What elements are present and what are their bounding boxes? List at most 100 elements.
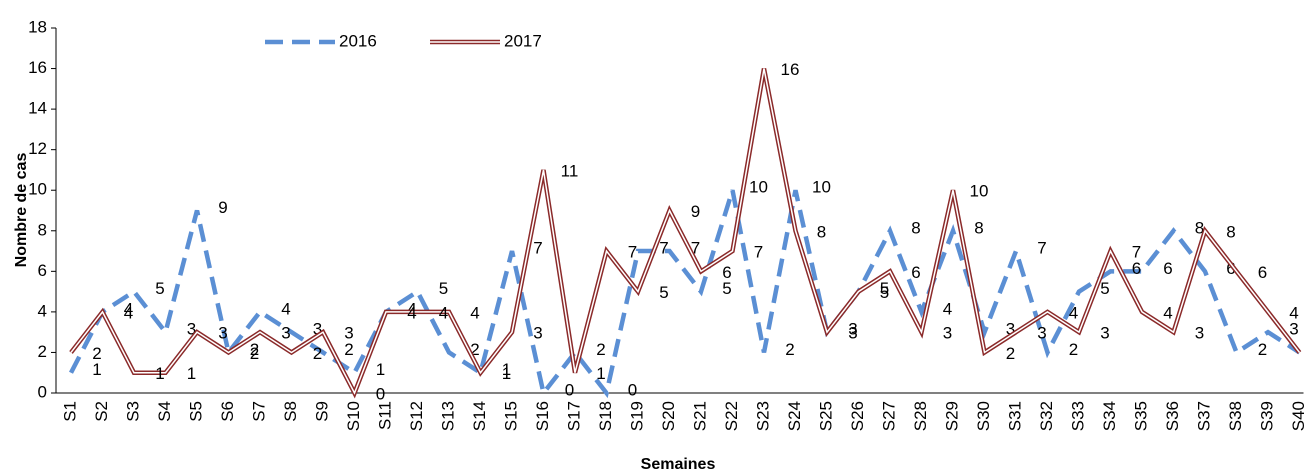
y-tick-label: 0 — [38, 382, 47, 401]
x-tick-label: S29 — [942, 401, 961, 431]
data-label: 4 — [1163, 303, 1172, 322]
x-tick-label: S39 — [1257, 401, 1276, 431]
x-tick-label: S27 — [879, 401, 898, 431]
data-label: 4 — [470, 303, 479, 322]
x-tick-label: S24 — [785, 401, 804, 431]
y-tick-label: 10 — [28, 180, 47, 199]
data-label: 3 — [1195, 324, 1204, 343]
x-tick-label: S21 — [690, 401, 709, 431]
data-label: 1 — [502, 360, 511, 379]
series-line-inner — [70, 68, 1301, 395]
data-label: 2 — [596, 340, 605, 359]
x-tick-label: S11 — [375, 401, 394, 430]
data-label: 1 — [92, 360, 101, 379]
x-tick-label: S9 — [312, 401, 331, 422]
series-line — [69, 189, 1301, 399]
data-label: 3 — [1100, 324, 1109, 343]
x-tick-label: S30 — [974, 401, 993, 431]
data-label: 1 — [596, 364, 605, 383]
data-label: 3 — [1006, 320, 1015, 339]
data-label: 7 — [628, 243, 637, 262]
data-label: 6 — [1163, 259, 1172, 278]
data-label: 1 — [155, 364, 164, 383]
data-label: 1 — [502, 364, 511, 383]
data-label: 4 — [439, 303, 448, 322]
data-label: 2 — [344, 340, 353, 359]
y-tick-label: 2 — [38, 342, 47, 361]
data-label: 2 — [1258, 340, 1267, 359]
data-label: 4 — [1069, 303, 1078, 322]
data-label: 8 — [1195, 218, 1204, 237]
x-tick-label: S40 — [1289, 401, 1306, 431]
x-tick-label: S31 — [1005, 401, 1024, 431]
x-tick-label: S13 — [438, 401, 457, 431]
data-label: 4 — [124, 303, 133, 322]
data-label: 10 — [970, 182, 989, 201]
x-tick-label: S7 — [249, 401, 268, 422]
data-label: 8 — [911, 218, 920, 237]
data-label: 2 — [250, 344, 259, 363]
data-label: 2 — [250, 340, 259, 359]
x-tick-label: S23 — [753, 401, 772, 431]
y-tick-label: 12 — [28, 139, 47, 158]
x-tick-label: S15 — [501, 401, 520, 431]
x-tick-label: S34 — [1100, 401, 1119, 431]
data-label: 3 — [848, 320, 857, 339]
data-label: 10 — [749, 178, 768, 197]
data-label: 1 — [376, 360, 385, 379]
x-tick-label: S32 — [1037, 401, 1056, 431]
data-label: 4 — [407, 303, 416, 322]
data-label: 4 — [943, 299, 952, 318]
data-label: 6 — [722, 263, 731, 282]
data-label: 3 — [313, 320, 322, 339]
data-label: 5 — [439, 279, 448, 298]
data-label: 10 — [812, 178, 831, 197]
x-tick-label: S8 — [281, 401, 300, 422]
data-label: 0 — [628, 380, 637, 399]
data-label: 11 — [561, 161, 579, 180]
y-tick-label: 4 — [38, 301, 47, 320]
data-label: 9 — [691, 202, 700, 221]
data-label: 4 — [1289, 303, 1298, 322]
data-label: 7 — [533, 239, 542, 258]
data-label: 3 — [187, 320, 196, 339]
y-tick-label: 14 — [28, 99, 47, 118]
data-label: 0 — [376, 384, 385, 403]
x-tick-label: S19 — [627, 401, 646, 431]
data-label: 3 — [1289, 320, 1298, 339]
x-tick-label: S10 — [344, 401, 363, 431]
data-label: 6 — [1258, 263, 1267, 282]
x-tick-label: S33 — [1068, 401, 1087, 431]
data-label: 3 — [1037, 324, 1046, 343]
x-tick-label: S17 — [564, 401, 583, 431]
data-label: 5 — [722, 279, 731, 298]
x-axis-title: Semaines — [641, 456, 716, 473]
data-label: 6 — [1226, 259, 1235, 278]
data-label: 4 — [124, 299, 133, 318]
x-tick-label: S16 — [533, 401, 552, 431]
data-label: 5 — [880, 283, 889, 302]
data-label: 3 — [344, 324, 353, 343]
x-tick-label: S4 — [155, 401, 174, 422]
data-label: 0 — [565, 380, 574, 399]
x-tick-label: S36 — [1163, 401, 1182, 431]
data-label: 8 — [974, 218, 983, 237]
data-label: 5 — [1100, 279, 1109, 298]
y-tick-label: 6 — [38, 261, 47, 280]
data-label: 2 — [1006, 344, 1015, 363]
y-tick-label: 8 — [38, 220, 47, 239]
data-label: 6 — [1132, 259, 1141, 278]
data-label: 5 — [155, 279, 164, 298]
x-tick-label: S5 — [186, 401, 205, 422]
x-tick-label: S38 — [1226, 401, 1245, 431]
data-label: 16 — [781, 60, 800, 79]
legend-label: 2016 — [339, 31, 377, 50]
data-label: 7 — [691, 239, 700, 258]
legend-label: 2017 — [504, 31, 542, 50]
data-label: 3 — [533, 324, 542, 343]
data-label: 7 — [659, 239, 668, 258]
data-label: 2 — [1069, 340, 1078, 359]
data-label: 3 — [848, 324, 857, 343]
